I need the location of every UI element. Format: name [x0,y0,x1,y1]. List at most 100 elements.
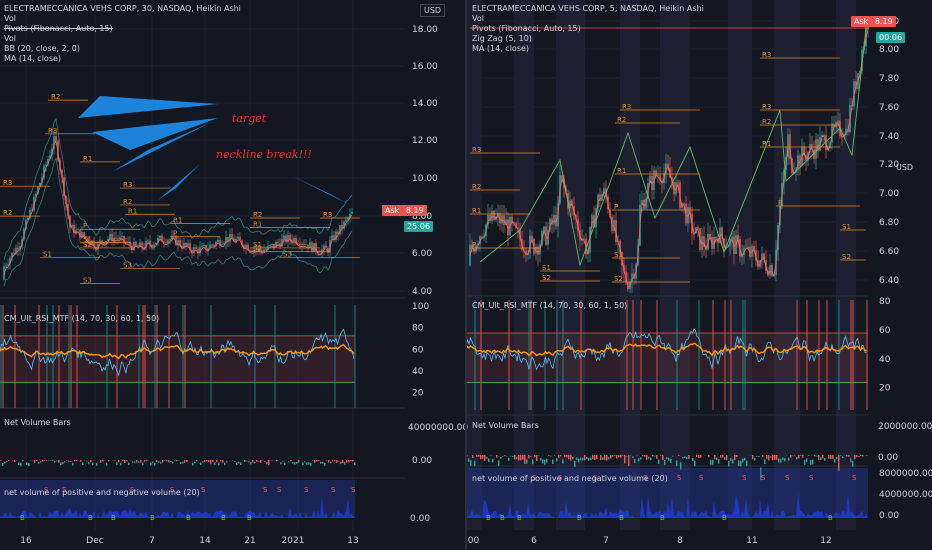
left-netvol-bar [18,462,20,465]
left-candle [295,237,297,244]
left-netvol-bar [40,461,42,463]
left-candle [87,237,89,242]
left-indicator-pivots[interactable]: Pivots (Fibonacci, Auto, 15) [4,24,113,33]
right-price-tick: 8.00 [879,45,899,55]
annotation-neckline[interactable]: neckline break!!! [216,148,312,161]
left-netvol2-title[interactable]: net volume of positive and negative volu… [4,488,200,497]
right-rsi-pane[interactable]: 80 60 40 20 [465,297,891,410]
left-candle [51,148,53,155]
left-currency-label[interactable]: USD [420,4,446,17]
left-rsi-axis-tick: 100 [412,302,429,312]
right-price-pane[interactable]: 8.208.007.807.607.407.207.006.806.606.40… [469,17,899,293]
right-indicator-zigzag[interactable]: Zig Zag (5, 10) [472,34,532,43]
right-currency-label[interactable]: USD [896,163,914,172]
left-candle [307,244,309,249]
left-time-tick: 2021 [282,536,305,546]
left-indicator-bb[interactable]: BB (20, close, 2, 0) [4,44,80,53]
right-netvol-bar [514,455,516,460]
right-nv2-axis: 0.00 [879,511,899,521]
right-candle [797,155,799,170]
right-ask-badge[interactable]: Ask 8.19 [851,16,896,27]
left-nv2-signal: B [247,514,252,522]
right-rsi-title[interactable]: CM_Ult_RSI_MTF (14, 70, 30, 60, 1, 50) [472,301,628,310]
pivot-label: R2 [253,211,262,219]
left-netvol-bar [318,460,320,462]
right-netvol-bar [642,455,644,457]
left-netvol-bar [344,462,346,465]
right-pivot-label: S2 [842,253,851,261]
pivot-label: R3 [123,181,132,189]
right-candle [641,199,643,205]
left-rsi-state-bar [154,305,156,408]
right-netvol-bar [688,455,690,459]
left-candle [335,231,337,241]
left-candle [71,224,73,228]
left-rsi-state-bar [144,305,146,408]
left-netvol-bar [64,461,66,463]
left-candle [321,249,323,254]
right-rsi-state-bar [852,300,854,410]
right-candle [633,273,635,279]
left-netvol-bar [244,460,246,462]
left-netvol-title[interactable]: Net Volume Bars [4,418,71,427]
left-candle [231,234,233,239]
right-netvol-bar [678,455,680,456]
right-pivot-label: S1 [614,251,623,259]
left-netvol-pane[interactable]: 40000000.00 0.00 B S S B B S B S B S B B S S S S S 0.00 16 De… [0,423,468,546]
right-netvol-bar [778,458,780,463]
left-netvol-bar [208,460,210,463]
right-candle [745,247,747,249]
left-netvol-bar [268,460,270,465]
pivot-label: R3 [3,179,12,187]
left-rsi-title[interactable]: CM_Ult_RSI_MTF (14, 70, 30, 60, 1, 50) [4,314,160,323]
left-indicator-ma[interactable]: MA (14, close) [4,54,62,63]
left-time-tick: Dec [86,536,103,546]
left-indicator-vol2[interactable]: Vol [4,34,16,43]
right-indicator-ma[interactable]: MA (14, close) [472,44,530,53]
left-candle [347,218,349,220]
left-netvol-bar [322,461,324,464]
right-netvol-bar [832,455,834,459]
right-netvol-bar [634,459,636,464]
right-netvol-bar [792,455,794,457]
right-candle [549,218,551,230]
right-rsi-state-bar [742,300,744,410]
right-rsi-axis-tick: 40 [879,355,891,365]
left-price-pane[interactable]: 18.0016.0014.0012.0010.008.006.004.00R2R… [0,25,438,297]
left-candle [77,229,79,231]
left-candle [119,236,121,240]
left-rsi-pane[interactable]: 100 80 60 40 20 [0,302,429,408]
right-netvol-title[interactable]: Net Volume Bars [472,421,539,430]
annotation-target[interactable]: target [232,112,267,125]
left-candle [211,244,213,246]
left-netvol-bar [88,462,90,465]
left-time-tick: 7 [149,536,155,546]
left-candle [177,240,179,246]
right-candle [599,194,601,201]
right-netvol-pane[interactable]: 2000000.00 0.00 B B B S S B S B S B S S B S S S S B S 8000000… [465,422,932,546]
right-pivot-label: S2 [542,274,551,282]
left-netvol-bar [336,460,338,463]
left-rsi-state-bar [168,305,170,408]
right-nv2-axis: 8000000.00 [879,469,932,479]
left-netvol-bar [68,460,70,462]
right-netvol-bar [662,455,664,461]
left-ask-badge[interactable]: Ask 8.19 [382,205,427,216]
right-netvol-bar [530,455,532,457]
right-candle [817,139,819,151]
right-candle [737,234,739,240]
left-indicator-vol[interactable]: Vol [4,14,16,23]
left-netvol-bar [166,460,168,462]
pivot-label: S2 [83,241,92,249]
right-candle [581,238,583,241]
right-netvol-bar [740,460,742,467]
right-netvol-bar [612,455,614,457]
right-indicator-pivots[interactable]: Pivots (Fibonacci, Auto, 15) [472,24,581,33]
left-candle [191,250,193,253]
right-netvol-bar [800,455,802,456]
right-netvol2-title[interactable]: net volume of positive and negative volu… [472,474,668,483]
right-netvol-bar [484,455,486,461]
right-indicator-vol[interactable]: Vol [472,14,484,23]
right-candle [843,134,845,137]
